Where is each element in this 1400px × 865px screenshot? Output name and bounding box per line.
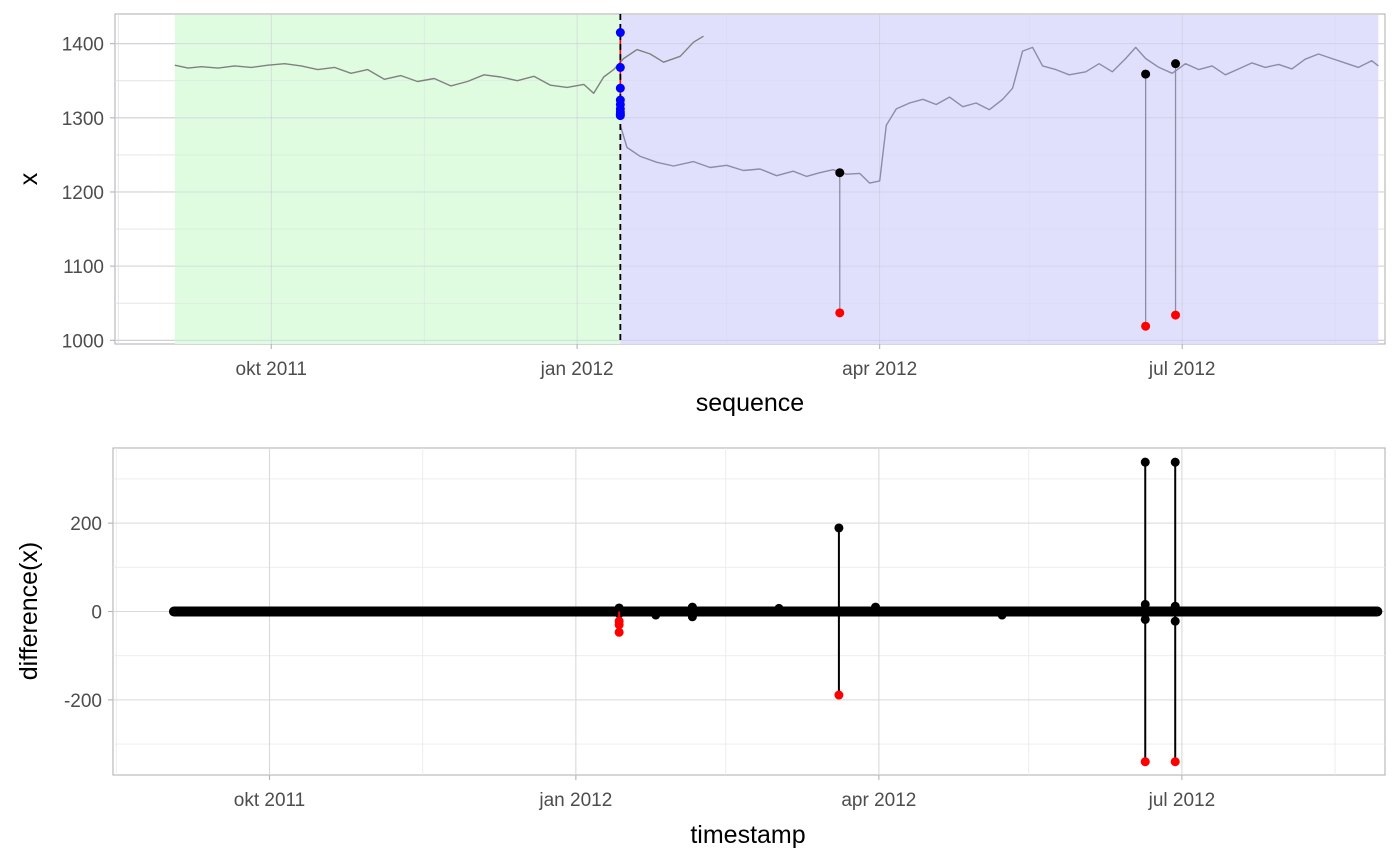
bottom-deviation-point-6-0 (1140, 599, 1150, 609)
bottom-x-tick-label-2: apr 2012 (841, 790, 916, 811)
top-y-tick-label-3: 1300 (62, 109, 104, 130)
bottom-deviation-point-2-0 (687, 612, 697, 622)
bottom-x-tick-label-1: jan 2012 (538, 790, 612, 811)
top-spike-bottom-point-0 (835, 308, 845, 318)
bottom-deviations (614, 599, 1180, 637)
bottom-deviation-point-5-0 (997, 610, 1007, 620)
top-y-tick-label-0: 1000 (62, 331, 104, 352)
top-spike-top-point-2 (1171, 59, 1181, 69)
top-y-tick-label-4: 1400 (62, 35, 104, 56)
bottom-baseline (168, 606, 1383, 617)
top-gridlines-overlay (115, 14, 1385, 344)
bottom-baseline-band (168, 606, 1383, 617)
top-x-tick-label-3: jul 2012 (1148, 359, 1216, 380)
bottom-spike-bottom-point-0 (834, 690, 844, 700)
bottom-negative-point-2 (614, 627, 624, 637)
bottom-deviation-point-7-1 (1170, 601, 1180, 611)
top-y-tick-label-1: 1100 (63, 257, 104, 278)
top-spikes (835, 59, 1181, 331)
top-x-tick-label-1: jan 2012 (540, 359, 614, 380)
top-y-tick-labels: 1000 1100 1200 1300 1400 (62, 35, 115, 352)
bottom-spike-top-point-2 (1170, 457, 1180, 467)
top-changepoint-point-8 (615, 111, 625, 121)
top-spike-bottom-point-1 (1141, 321, 1151, 331)
top-changepoint-point-0 (615, 28, 625, 38)
top-series-line-1 (619, 46, 1379, 184)
top-spike-top-point-0 (835, 168, 845, 178)
bottom-spike-bottom-point-2 (1170, 757, 1180, 767)
bottom-x-tick-label-0: okt 2011 (234, 790, 305, 811)
bottom-deviation-point-7-0 (1170, 616, 1180, 626)
bottom-deviation-point-6-1 (1140, 614, 1150, 624)
bottom-spike-top-point-0 (834, 523, 844, 533)
bottom-spike-top-point-1 (1140, 457, 1150, 467)
top-region-1 (620, 15, 1379, 344)
top-panel: okt 2011 jan 2012 apr 2012 jul 2012 1000 110… (15, 13, 1386, 417)
bottom-y-axis-title: difference(x) (15, 542, 43, 681)
top-series-line-0 (174, 35, 704, 95)
top-series (174, 35, 1379, 184)
top-y-tick-label-2: 1200 (62, 183, 104, 204)
top-x-tick-labels: okt 2011 jan 2012 apr 2012 jul 2012 (236, 344, 1216, 380)
top-regions (174, 15, 1379, 344)
top-changepoint (615, 14, 625, 344)
bottom-spike-bottom-point-1 (1140, 757, 1150, 767)
top-spike-top-point-1 (1141, 69, 1151, 79)
bottom-x-tick-labels: okt 2011 jan 2012 apr 2012 jul 2012 (234, 775, 1215, 811)
bottom-y-tick-label-2: 200 (70, 514, 102, 535)
bottom-deviation-point-0-2 (614, 604, 624, 614)
bottom-y-tick-label-1: 0 (91, 603, 102, 624)
top-changepoint-point-2 (615, 83, 625, 93)
top-spike-bottom-point-2 (1171, 310, 1181, 320)
bottom-deviation-point-1-0 (651, 610, 661, 620)
top-changepoint-point-1 (615, 62, 625, 72)
bottom-panel: okt 2011 jan 2012 apr 2012 jul 2012 -200 0 20… (15, 447, 1386, 849)
top-region-0 (174, 15, 621, 344)
top-x-axis-title: sequence (696, 389, 804, 417)
bottom-y-tick-label-0: -200 (64, 691, 102, 712)
bottom-y-tick-labels: -200 0 200 (64, 514, 113, 712)
bottom-deviation-point-2-1 (687, 602, 697, 612)
bottom-deviation-point-4-0 (871, 602, 881, 612)
top-x-tick-label-0: okt 2011 (236, 359, 307, 380)
bottom-deviation-point-3-0 (774, 603, 784, 613)
bottom-x-axis-title: timestamp (690, 821, 805, 849)
bottom-x-tick-label-3: jul 2012 (1148, 790, 1216, 811)
top-y-axis-title: x (15, 172, 43, 185)
top-x-tick-label-2: apr 2012 (842, 359, 917, 380)
